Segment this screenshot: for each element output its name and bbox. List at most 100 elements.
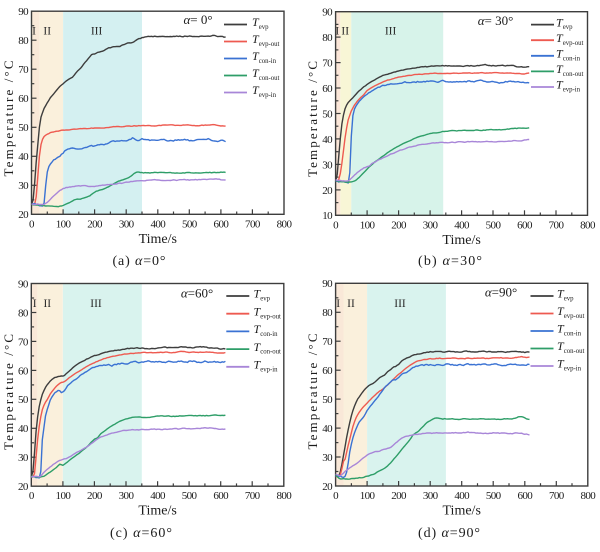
svg-text:II: II (347, 298, 355, 310)
svg-text:30: 30 (322, 159, 333, 171)
svg-text:600: 600 (214, 218, 230, 230)
svg-text:40: 40 (18, 423, 29, 435)
svg-text:I: I (336, 298, 340, 310)
svg-text:Time/s: Time/s (139, 232, 177, 247)
svg-text:800: 800 (276, 490, 292, 502)
svg-text:80: 80 (18, 307, 29, 319)
svg-text:Tevp-out: Tevp-out (254, 304, 282, 320)
svg-text:40: 40 (18, 151, 29, 163)
svg-text:90: 90 (18, 6, 29, 18)
svg-text:α=60°: α=60° (181, 286, 213, 301)
svg-text:700: 700 (245, 218, 261, 230)
svg-text:80: 80 (18, 35, 29, 47)
svg-text:Tcon-out: Tcon-out (252, 66, 280, 82)
svg-text:Time/s: Time/s (442, 233, 480, 248)
svg-text:Tevp: Tevp (254, 287, 271, 303)
svg-text:Tevp-out: Tevp-out (252, 32, 280, 48)
svg-text:II: II (43, 298, 51, 310)
svg-text:20: 20 (322, 185, 333, 197)
svg-text:III: III (394, 298, 406, 310)
svg-text:10: 10 (322, 210, 333, 222)
svg-text:600: 600 (213, 490, 229, 502)
svg-text:800: 800 (580, 490, 596, 502)
svg-text:40: 40 (322, 423, 333, 435)
svg-text:200: 200 (87, 218, 103, 230)
svg-text:Tcon-in: Tcon-in (557, 322, 582, 338)
svg-text:300: 300 (423, 490, 439, 502)
svg-text:100: 100 (56, 490, 72, 502)
svg-text:700: 700 (245, 490, 261, 502)
svg-text:α= 0°: α= 0° (183, 12, 212, 27)
svg-text:200: 200 (391, 490, 407, 502)
svg-text:80: 80 (322, 307, 333, 319)
svg-text:α=90°: α=90° (485, 285, 517, 300)
svg-text:700: 700 (549, 219, 565, 231)
svg-text:(a) α=0°: (a) α=0° (113, 254, 166, 269)
svg-text:0: 0 (333, 219, 339, 231)
svg-text:Tevp: Tevp (557, 287, 574, 303)
svg-text:0: 0 (29, 218, 35, 230)
svg-text:Tevp-in: Tevp-in (557, 357, 582, 373)
svg-text:100: 100 (360, 490, 376, 502)
svg-text:200: 200 (391, 219, 407, 231)
svg-text:70: 70 (322, 58, 333, 70)
svg-text:Tcon-out: Tcon-out (254, 340, 282, 356)
svg-text:Tevp-in: Tevp-in (252, 83, 277, 99)
svg-text:90: 90 (322, 278, 333, 290)
svg-text:I: I (32, 26, 36, 38)
svg-text:400: 400 (150, 490, 166, 502)
svg-text:800: 800 (580, 219, 596, 231)
svg-text:20: 20 (322, 481, 333, 493)
svg-text:0: 0 (333, 490, 339, 502)
svg-text:60: 60 (18, 365, 29, 377)
svg-text:30: 30 (18, 452, 29, 464)
svg-text:300: 300 (119, 490, 135, 502)
svg-text:Tcon-in: Tcon-in (254, 322, 279, 338)
svg-text:70: 70 (18, 336, 29, 348)
svg-text:II: II (43, 26, 51, 38)
svg-text:Tevp-in: Tevp-in (254, 358, 279, 374)
svg-text:100: 100 (360, 219, 376, 231)
svg-text:50: 50 (322, 394, 333, 406)
svg-text:60: 60 (322, 365, 333, 377)
svg-text:90: 90 (322, 7, 333, 19)
svg-text:300: 300 (423, 219, 439, 231)
svg-text:(c) α=60°: (c) α=60° (110, 526, 172, 541)
svg-text:200: 200 (87, 490, 103, 502)
svg-text:500: 500 (486, 219, 502, 231)
svg-text:30: 30 (18, 180, 29, 192)
svg-text:400: 400 (454, 219, 470, 231)
svg-text:Tcon-in: Tcon-in (556, 47, 581, 63)
svg-text:(d) α=90°: (d) α=90° (418, 526, 480, 541)
svg-text:100: 100 (56, 218, 72, 230)
svg-text:Tevp-out: Tevp-out (556, 31, 584, 47)
svg-text:0: 0 (29, 490, 35, 502)
svg-text:90: 90 (18, 278, 29, 290)
svg-text:70: 70 (18, 64, 29, 76)
svg-text:Time/s: Time/s (138, 504, 176, 519)
svg-text:Tevp: Tevp (252, 15, 269, 31)
svg-text:500: 500 (182, 218, 198, 230)
svg-text:Tcon-out: Tcon-out (557, 339, 585, 355)
svg-text:III: III (90, 298, 102, 310)
svg-text:Tevp-out: Tevp-out (557, 304, 585, 320)
svg-text:Tevp-in: Tevp-in (556, 78, 581, 94)
svg-text:50: 50 (18, 122, 29, 134)
svg-text:20: 20 (18, 209, 29, 221)
svg-text:600: 600 (517, 219, 533, 231)
svg-text:300: 300 (119, 218, 135, 230)
svg-text:500: 500 (486, 490, 502, 502)
svg-text:I: I (33, 298, 37, 310)
svg-text:500: 500 (182, 490, 198, 502)
svg-text:70: 70 (322, 336, 333, 348)
svg-text:Tcon-out: Tcon-out (556, 62, 584, 78)
svg-text:40: 40 (322, 134, 333, 146)
svg-text:30: 30 (322, 452, 333, 464)
svg-text:60: 60 (18, 93, 29, 105)
svg-text:600: 600 (517, 490, 533, 502)
svg-text:Tevp: Tevp (556, 15, 573, 31)
svg-text:400: 400 (454, 490, 470, 502)
svg-text:III: III (91, 26, 103, 38)
svg-text:60: 60 (322, 83, 333, 95)
svg-text:50: 50 (18, 394, 29, 406)
